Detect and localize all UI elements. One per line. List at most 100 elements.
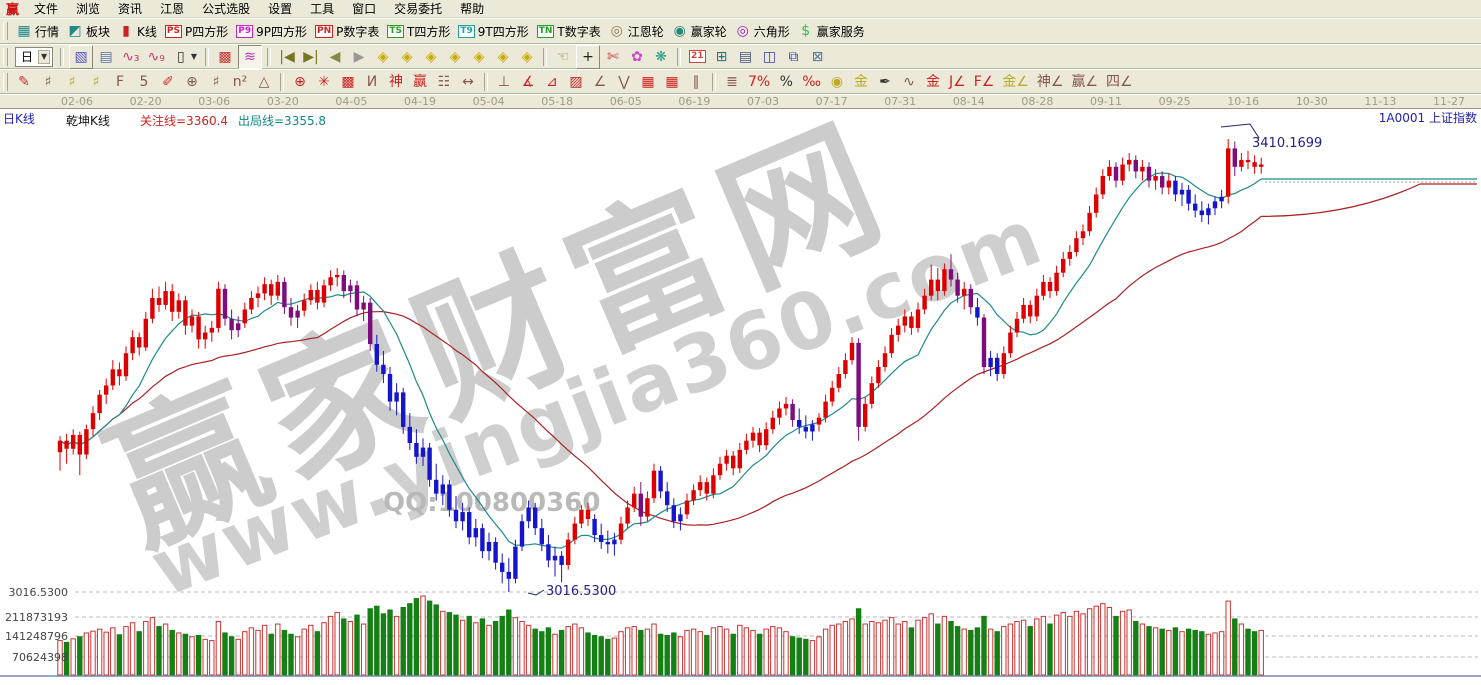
fan-box-button[interactable]: ⊿ xyxy=(541,71,563,93)
v-wave-button[interactable]: ⋁ xyxy=(613,71,635,93)
gold-grid2-button[interactable]: ♯ xyxy=(85,71,107,93)
kite-button[interactable]: △ xyxy=(253,71,275,93)
angle-rays-button[interactable]: ∠ xyxy=(589,71,611,93)
t-square-button[interactable]: TS T四方形 xyxy=(384,20,453,42)
target-button[interactable]: ⊕ xyxy=(289,71,311,93)
toolbar-grip[interactable] xyxy=(3,22,8,40)
winner-service-button[interactable]: $ 赢家服务 xyxy=(795,20,868,42)
fan-lines-button[interactable]: ∡ xyxy=(517,71,539,93)
menu-item-9[interactable]: 帮助 xyxy=(460,2,485,16)
parallel-lines-button[interactable]: ∥ xyxy=(685,71,707,93)
hexagon-button[interactable]: ◎ 六角形 xyxy=(732,20,793,42)
wave-tool-button[interactable]: ∿ xyxy=(898,71,920,93)
brush-tool-button[interactable]: ✎ xyxy=(13,71,35,93)
f-angle-button[interactable]: F∠ xyxy=(971,71,998,93)
ruler2-button[interactable]: ♯ xyxy=(205,71,227,93)
shen-ruler-button[interactable]: 神 xyxy=(385,71,407,93)
wave3-button[interactable]: ∿₃ xyxy=(119,46,142,68)
kline-button[interactable]: ▮ K线 xyxy=(115,20,160,42)
compress-button[interactable]: ◈ xyxy=(492,46,514,68)
last-page-button[interactable]: ▶| xyxy=(300,46,322,68)
smart-button[interactable]: ❋ xyxy=(650,46,672,68)
n2-ruler-button[interactable]: n² xyxy=(229,71,251,93)
chevron-down-icon[interactable]: ▼ xyxy=(190,52,198,61)
expand-button[interactable]: ◈ xyxy=(468,46,490,68)
vol-pen-button[interactable]: ✒ xyxy=(874,71,896,93)
abacus-button[interactable]: ☷ xyxy=(433,71,455,93)
notes-button[interactable]: ▤ xyxy=(95,46,117,68)
permille-button[interactable]: ‰ xyxy=(799,71,824,93)
menu-item-5[interactable]: 设置 xyxy=(268,2,293,16)
box-diag-button[interactable]: ▨ xyxy=(565,71,587,93)
qiankun-k-button[interactable]: ▩ xyxy=(214,46,236,68)
f-ruler-button[interactable]: F xyxy=(109,71,131,93)
gold-angle-button[interactable]: 金∠ xyxy=(999,71,1032,93)
menu-item-2[interactable]: 资讯 xyxy=(118,2,143,16)
j-angle-button[interactable]: J∠ xyxy=(946,71,969,93)
four-angle-button[interactable]: 四∠ xyxy=(1103,71,1136,93)
gold-circle-button[interactable]: ◉ xyxy=(826,71,848,93)
fit-all-button[interactable]: ◈ xyxy=(516,46,538,68)
9t-square-button[interactable]: T9 9T四方形 xyxy=(455,20,531,42)
next-bar-button[interactable]: ▶ xyxy=(348,46,370,68)
9p-square-button[interactable]: P9 9P四方形 xyxy=(233,20,310,42)
crosshair-button[interactable]: + xyxy=(576,44,601,69)
gold-lines-button[interactable]: 金 xyxy=(850,71,872,93)
menu-item-7[interactable]: 窗口 xyxy=(352,2,377,16)
prev-bar-button[interactable]: ◀ xyxy=(324,46,346,68)
save-web-button[interactable]: ⧉ xyxy=(783,46,805,68)
gann-shape-button[interactable]: ✿ xyxy=(626,46,648,68)
kline-chart[interactable]: 赢家财富网www.yingjia360.comQQ:1008003603410.… xyxy=(0,93,1481,681)
timeshare-button[interactable]: ≋ xyxy=(238,44,263,69)
chart-area[interactable]: 赢家财富网 www.yingjia360.com QQ:100800360 3410.… xyxy=(0,93,1481,681)
winner-wheel-button[interactable]: ◉ 赢家轮 xyxy=(669,20,730,42)
calendar-button[interactable]: 21 xyxy=(686,46,709,68)
menu-item-3[interactable]: 江恩 xyxy=(160,2,185,16)
menu-item-8[interactable]: 交易委托 xyxy=(394,2,443,16)
shen-angle-button[interactable]: 神∠ xyxy=(1034,71,1067,93)
spiral5-button[interactable]: 5 xyxy=(133,71,155,93)
brush-ruler-button[interactable]: ✐ xyxy=(157,71,179,93)
save-button[interactable]: ◫ xyxy=(759,46,781,68)
order-button[interactable]: ⊠ xyxy=(807,46,829,68)
win-angle-button[interactable]: 赢∠ xyxy=(1068,71,1101,93)
menu-item-6[interactable]: 工具 xyxy=(310,2,335,16)
first-page-button[interactable]: |◀ xyxy=(276,46,298,68)
pan-left-button[interactable]: ◈ xyxy=(372,46,394,68)
t-table-button[interactable]: TN T数字表 xyxy=(534,20,604,42)
zoom-area-button[interactable]: ▧ xyxy=(69,44,94,69)
percent7-button[interactable]: 7% xyxy=(745,71,773,93)
menu-item-4[interactable]: 公式选股 xyxy=(202,2,251,16)
gann-ruler-button[interactable]: ♯ xyxy=(37,71,59,93)
wave9-button[interactable]: ∿₉ xyxy=(145,46,168,68)
calculator-button[interactable]: ⊞ xyxy=(711,46,733,68)
percent-button[interactable]: % xyxy=(775,71,797,93)
burst-button[interactable]: ✳ xyxy=(313,71,335,93)
width-ruler-button[interactable]: ↔ xyxy=(457,71,479,93)
gann-wheel-button[interactable]: ◎ 江恩轮 xyxy=(606,20,667,42)
ladder-button[interactable]: ≣ xyxy=(721,71,743,93)
gold-box-button[interactable]: 金 xyxy=(922,71,944,93)
p-table-button[interactable]: PN P数字表 xyxy=(312,20,382,42)
grid-box-button[interactable]: ▩ xyxy=(337,71,359,93)
single-candle-combo[interactable]: ▯ ▼ xyxy=(170,46,200,68)
chevron-down-icon[interactable]: ▼ xyxy=(38,49,51,64)
menu-item-0[interactable]: 文件 xyxy=(34,2,59,16)
menu-item-1[interactable]: 浏览 xyxy=(76,2,101,16)
box-ruler-button[interactable]: ⊥ xyxy=(493,71,515,93)
zoom-h-button[interactable]: ◈ xyxy=(420,46,442,68)
toolbar-grip[interactable] xyxy=(3,47,8,66)
red-grid2-button[interactable]: ▦ xyxy=(661,71,683,93)
p-square-button[interactable]: PS P四方形 xyxy=(162,20,231,42)
hand-button[interactable]: ☜ xyxy=(552,46,574,68)
circle342-button[interactable]: ⊕ xyxy=(181,71,203,93)
quote-table-button[interactable]: ▦ 行情 xyxy=(13,20,62,42)
cut-button[interactable]: ✄ xyxy=(602,46,624,68)
yingjia-ruler-button[interactable]: 赢 xyxy=(409,71,431,93)
period-combo[interactable]: 日 ▼ xyxy=(15,46,54,67)
shift-right-button[interactable]: ◈ xyxy=(444,46,466,68)
gold-grid-button[interactable]: ♯ xyxy=(61,71,83,93)
report-button[interactable]: ▤ xyxy=(735,46,757,68)
n-quote-button[interactable]: И xyxy=(361,71,383,93)
toolbar-grip[interactable] xyxy=(3,72,8,91)
